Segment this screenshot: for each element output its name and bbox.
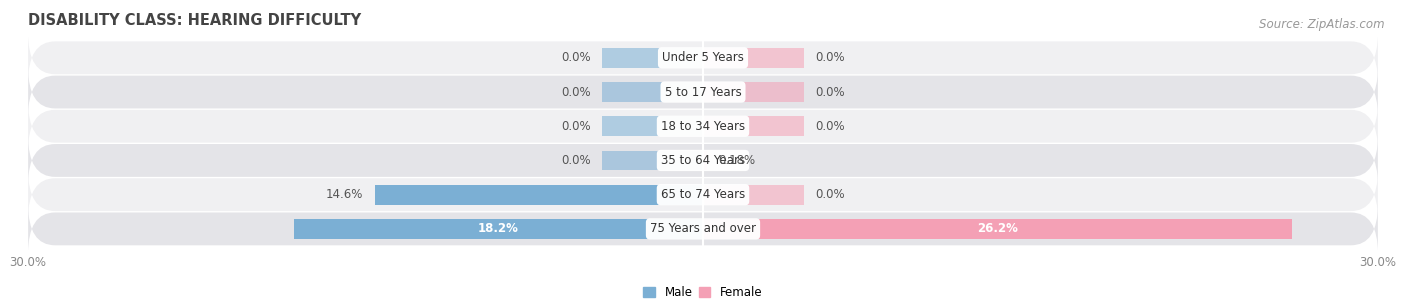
Legend: Male, Female: Male, Female bbox=[638, 282, 768, 304]
Bar bbox=[602, 151, 703, 170]
Bar bbox=[602, 116, 703, 136]
Bar bbox=[374, 185, 703, 205]
Text: 65 to 74 Years: 65 to 74 Years bbox=[661, 188, 745, 201]
Bar bbox=[703, 82, 804, 102]
Bar bbox=[703, 219, 1292, 239]
Bar bbox=[703, 185, 804, 205]
FancyBboxPatch shape bbox=[28, 170, 1378, 219]
Text: 75 Years and over: 75 Years and over bbox=[650, 222, 756, 235]
Text: 18.2%: 18.2% bbox=[478, 222, 519, 235]
Text: 5 to 17 Years: 5 to 17 Years bbox=[665, 85, 741, 99]
Bar bbox=[602, 82, 703, 102]
FancyBboxPatch shape bbox=[28, 204, 1378, 253]
Text: DISABILITY CLASS: HEARING DIFFICULTY: DISABILITY CLASS: HEARING DIFFICULTY bbox=[28, 13, 361, 28]
Text: Source: ZipAtlas.com: Source: ZipAtlas.com bbox=[1260, 18, 1385, 31]
Text: 14.6%: 14.6% bbox=[326, 188, 363, 201]
FancyBboxPatch shape bbox=[28, 136, 1378, 185]
Text: 0.0%: 0.0% bbox=[561, 85, 591, 99]
Bar bbox=[602, 48, 703, 68]
Text: Under 5 Years: Under 5 Years bbox=[662, 51, 744, 64]
FancyBboxPatch shape bbox=[28, 67, 1378, 117]
Text: 0.0%: 0.0% bbox=[561, 120, 591, 133]
FancyBboxPatch shape bbox=[28, 33, 1378, 82]
Text: 0.0%: 0.0% bbox=[815, 120, 845, 133]
Text: 0.0%: 0.0% bbox=[561, 154, 591, 167]
Text: 35 to 64 Years: 35 to 64 Years bbox=[661, 154, 745, 167]
Text: 0.0%: 0.0% bbox=[815, 51, 845, 64]
Text: 0.0%: 0.0% bbox=[561, 51, 591, 64]
Text: 0.18%: 0.18% bbox=[718, 154, 755, 167]
Bar bbox=[294, 219, 703, 239]
FancyBboxPatch shape bbox=[28, 102, 1378, 151]
Bar bbox=[703, 48, 804, 68]
Text: 0.0%: 0.0% bbox=[815, 85, 845, 99]
Text: 18 to 34 Years: 18 to 34 Years bbox=[661, 120, 745, 133]
Bar bbox=[703, 116, 804, 136]
Text: 0.0%: 0.0% bbox=[815, 188, 845, 201]
Bar bbox=[703, 151, 707, 170]
Text: 26.2%: 26.2% bbox=[977, 222, 1018, 235]
